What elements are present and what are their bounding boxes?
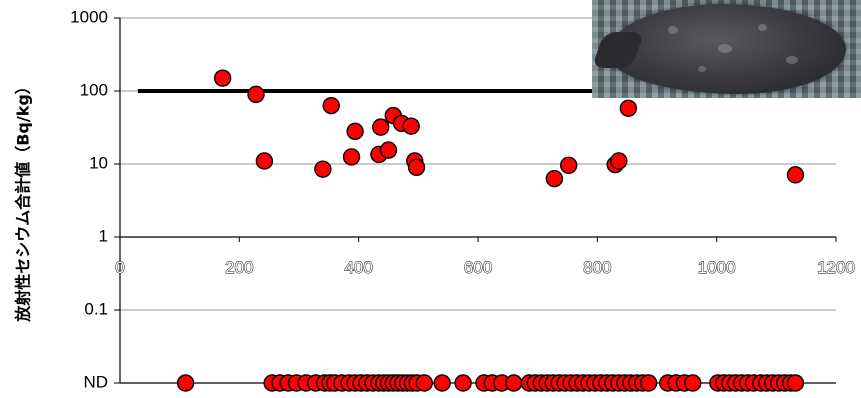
data-point — [322, 96, 340, 115]
x-tick-label: 600 — [464, 258, 492, 277]
x-tick-label: 400 — [344, 258, 372, 277]
nd-point — [505, 374, 523, 392]
nd-point — [639, 374, 658, 392]
x-tick-label: 1000 — [698, 258, 736, 277]
data-point — [407, 158, 426, 177]
nd-point — [433, 374, 451, 392]
data-point — [379, 141, 398, 159]
data-points — [176, 69, 805, 392]
data-point — [342, 148, 361, 166]
fish-body — [592, 4, 846, 94]
nd-point — [684, 374, 702, 392]
data-point — [255, 152, 274, 170]
data-point — [402, 117, 420, 135]
x-tick-label: 800 — [583, 258, 611, 277]
data-point — [559, 156, 578, 174]
y-tick-label: 1000 — [70, 7, 108, 26]
nd-point — [176, 374, 195, 392]
x-tick-label: 200 — [225, 258, 253, 277]
nd-point — [454, 374, 472, 392]
data-point — [610, 152, 628, 170]
data-point — [372, 118, 390, 136]
y-tick-label: 1 — [99, 226, 108, 245]
data-point — [314, 160, 332, 178]
y-tick-label: ND — [83, 372, 108, 391]
data-point — [619, 99, 638, 117]
data-point — [545, 169, 564, 188]
flatfish-photo — [592, 0, 861, 98]
x-tick-label: 0 — [115, 258, 124, 277]
x-tick-label: 1200 — [817, 258, 855, 277]
y-tick-label: 100 — [80, 80, 108, 99]
y-axis-label: 放射性セシウム合計値（Bq/kg） — [14, 78, 33, 323]
y-tick-labels: 1000 100 10 1 0.1 ND — [70, 7, 108, 391]
y-tick-label: 0.1 — [84, 299, 108, 318]
nd-point — [415, 374, 433, 392]
data-point — [346, 122, 364, 141]
y-tick-label: 10 — [89, 153, 108, 172]
data-point — [247, 85, 265, 104]
data-point — [786, 166, 805, 184]
data-point — [213, 69, 232, 87]
nd-point — [786, 374, 805, 392]
x-tick-labels: 0 200 400 600 800 1000 1200 — [115, 258, 856, 278]
